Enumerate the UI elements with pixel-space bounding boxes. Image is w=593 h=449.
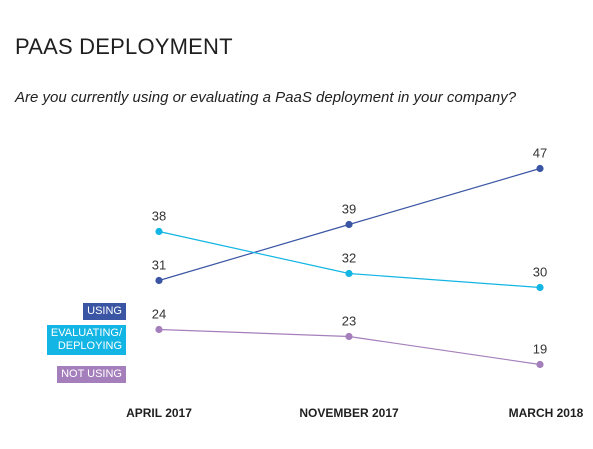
legend-label: EVALUATING/ DEPLOYING [50, 327, 122, 352]
data-point-evaluating-deploying [345, 269, 353, 278]
data-point-not-using [345, 332, 353, 341]
data-label-not-using: 19 [533, 342, 547, 357]
x-tick-label: NOVEMBER 2017 [299, 406, 399, 420]
legend-using: USING [83, 303, 126, 320]
legend-label: NOT USING [61, 368, 122, 380]
data-label-evaluating-deploying: 30 [533, 265, 547, 280]
chart-title: PAAS DEPLOYMENT [15, 34, 233, 59]
data-label-not-using: 23 [342, 314, 356, 329]
data-point-using [345, 220, 353, 229]
x-tick-label: MARCH 2018 [509, 406, 584, 420]
legend-not-using: NOT USING [57, 366, 126, 383]
data-point-evaluating-deploying [536, 283, 544, 292]
data-label-evaluating-deploying: 38 [152, 209, 166, 224]
data-label-not-using: 24 [152, 307, 166, 322]
legend-evaluating-deploying: EVALUATING/ DEPLOYING [46, 325, 126, 355]
data-label-using: 39 [342, 202, 356, 217]
data-point-not-using [536, 360, 544, 369]
data-label-evaluating-deploying: 32 [342, 251, 356, 266]
chart-subtitle: Are you currently using or evaluating a … [15, 89, 517, 106]
data-point-evaluating-deploying [155, 227, 163, 236]
data-point-using [536, 164, 544, 173]
legend-label: USING [87, 305, 122, 317]
x-tick-label: APRIL 2017 [126, 406, 192, 420]
data-label-using: 31 [152, 258, 166, 273]
data-label-using: 47 [533, 146, 547, 161]
data-point-not-using [155, 325, 163, 334]
data-point-using [155, 276, 163, 285]
